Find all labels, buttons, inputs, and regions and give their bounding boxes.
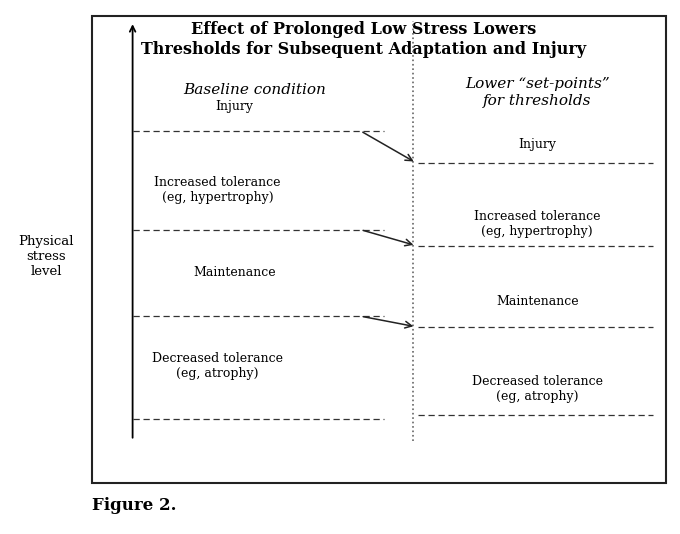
Text: Increased tolerance
(eg, hypertrophy): Increased tolerance (eg, hypertrophy)	[154, 176, 281, 203]
Text: Decreased tolerance
(eg, atrophy): Decreased tolerance (eg, atrophy)	[472, 375, 602, 403]
Text: Decreased tolerance
(eg, atrophy): Decreased tolerance (eg, atrophy)	[152, 352, 283, 380]
Text: Increased tolerance
(eg, hypertrophy): Increased tolerance (eg, hypertrophy)	[474, 210, 600, 238]
Text: Baseline condition: Baseline condition	[184, 83, 326, 97]
Text: Injury: Injury	[216, 100, 254, 113]
Text: Effect of Prolonged Low Stress Lowers
Thresholds for Subsequent Adaptation and I: Effect of Prolonged Low Stress Lowers Th…	[141, 21, 586, 58]
Text: Figure 2.: Figure 2.	[92, 497, 176, 514]
Text: Physical
stress
level: Physical stress level	[18, 235, 74, 278]
Text: Maintenance: Maintenance	[496, 295, 579, 308]
Bar	[92, 16, 666, 483]
Text: Injury: Injury	[518, 138, 556, 151]
Text: Maintenance: Maintenance	[193, 266, 276, 279]
Text: Lower “set-points”
for thresholds: Lower “set-points” for thresholds	[465, 77, 609, 108]
